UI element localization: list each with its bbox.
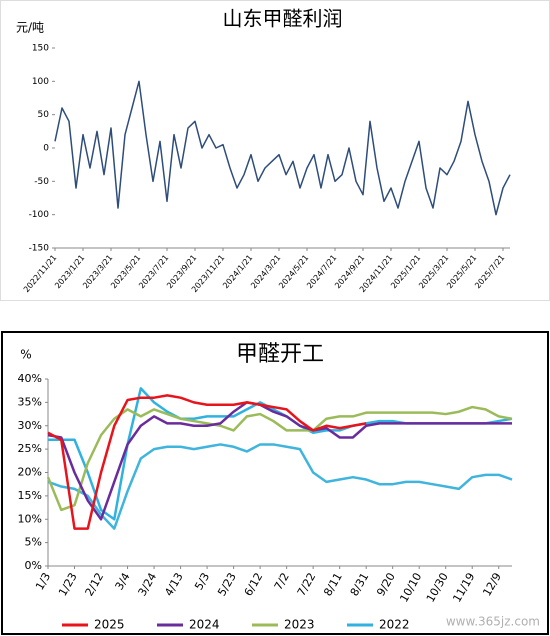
legend-label: 2024 <box>189 618 220 632</box>
legend-label: 2022 <box>379 618 410 632</box>
legend-label: 2025 <box>94 618 125 632</box>
series-line <box>47 394 367 530</box>
chart-title: 山东甲醛利润 <box>223 7 343 31</box>
series-line <box>54 80 511 216</box>
y-tick-label: 30% <box>18 419 42 432</box>
y-tick-label: 0% <box>25 559 42 572</box>
y-tick-label: 35% <box>18 395 42 408</box>
y-tick-label: 15% <box>18 489 42 502</box>
chart-frame <box>1 331 549 635</box>
y-tick-label: 20% <box>18 466 42 479</box>
y-tick-label: 0 <box>43 144 49 154</box>
y-tick-label: -100 <box>29 210 50 220</box>
chart-title: 甲醛开工 <box>236 342 324 367</box>
y-tick-label: 10% <box>18 512 42 525</box>
watermark: www.365jz.com <box>446 615 540 629</box>
y-tick-label: 100 <box>32 77 49 87</box>
y-tick-label: 5% <box>25 536 42 549</box>
y-tick-label: -150 <box>29 244 50 254</box>
y-tick-label: 50 <box>38 110 50 120</box>
legend-label: 2023 <box>284 618 315 632</box>
series-line <box>47 443 513 530</box>
y-tick-label: 25% <box>18 442 42 455</box>
y-axis-label: % <box>20 348 31 362</box>
y-tick-label: -50 <box>34 177 49 187</box>
series-line <box>46 405 513 512</box>
series-line <box>47 401 512 521</box>
y-axis-label: 元/吨 <box>16 21 44 35</box>
y-tick-label: 40% <box>18 372 42 385</box>
y-tick-label: 150 <box>32 44 49 54</box>
